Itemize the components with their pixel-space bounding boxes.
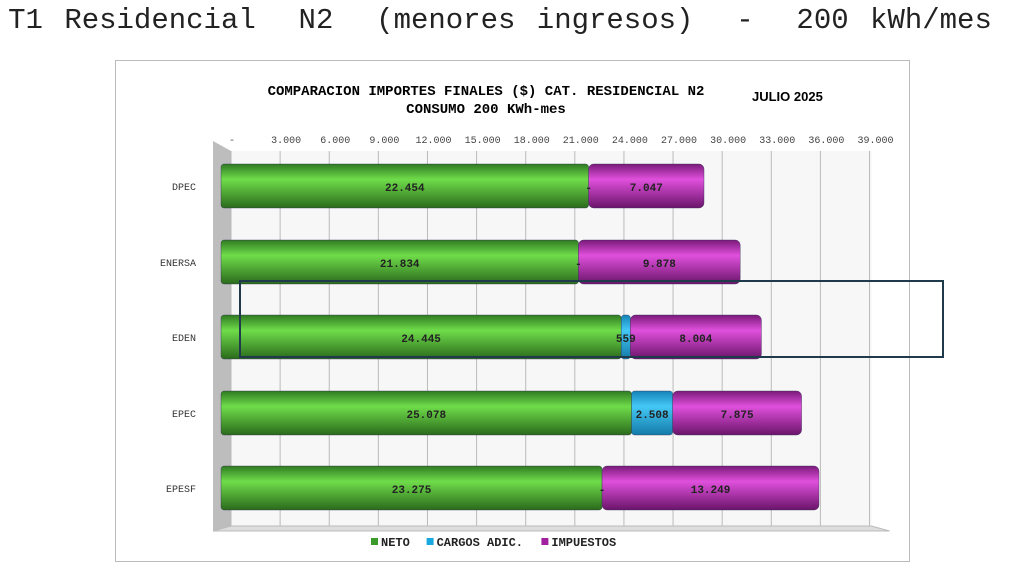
data-label: 2.508 [636,410,669,422]
legend-swatch [426,538,434,545]
data-label: - [585,183,592,195]
chart: - 3.000 6.000 9.000 12.000 15.000 18.000 21.000… [160,84,894,550]
data-label: 23.275 [392,485,432,497]
y-tick-label: DPEC [172,183,196,194]
x-tick-label: 24.000 [612,136,648,147]
data-label: 24.445 [401,334,441,346]
floor [212,525,890,532]
x-tick-label: 15.000 [465,136,501,147]
chart-subtitle: CONSUMO 200 KWh-mes [406,102,566,118]
data-label: 25.078 [406,410,446,422]
slide-title: T1 Residencial N2 (menores ingresos) - 2… [8,4,992,37]
data-label: 13.249 [691,485,731,497]
x-tick-label: 33.000 [759,136,795,147]
bar-impuestos-dpec [588,163,705,209]
data-label: 22.454 [385,183,425,195]
x-tick-label: 36.000 [808,136,844,147]
x-tick-label: 39.000 [858,136,894,147]
legend-label: CARGOS ADIC. [437,536,523,550]
legend-swatch [541,538,549,545]
x-tick-label: 6.000 [320,136,350,147]
y-tick-label: EPEC [172,410,196,421]
x-tick-label: 12.000 [415,136,451,147]
legend-swatch [371,538,378,545]
data-label: 7.047 [630,183,663,195]
chart-title-note: JULIO 2025 [752,89,823,104]
data-label: 9.878 [643,259,676,271]
bar-impuestos-epec [672,390,802,436]
x-tick-label: 18.000 [514,136,550,147]
chart-frame: - 3.000 6.000 9.000 12.000 15.000 18.000 21.000… [115,60,944,562]
data-label: 7.875 [721,410,754,422]
x-tick-label: 9.000 [369,136,399,147]
legend-label: IMPUESTOS [551,536,616,550]
x-tick-label: 21.000 [563,136,599,147]
bar-impuestos-enersa [578,239,741,285]
y-tick-label: EPESF [166,485,196,496]
x-tick-label: 3.000 [271,136,301,147]
y-tick-label: EDEN [172,334,196,345]
chart-title: COMPARACION IMPORTES FINALES ($) CAT. RE… [268,84,705,100]
bar-impuestos-eden [630,314,762,360]
data-label: - [599,485,606,497]
bar-impuestos-epesf [601,465,820,511]
legend-label: NETO [381,536,410,550]
y-tick-label: ENERSA [160,259,196,270]
data-label: - [575,259,582,271]
x-tick-label: - [229,136,235,147]
data-label: 8.004 [679,334,712,346]
highlight-box-enersa [239,280,944,358]
data-label: 559 [616,334,636,346]
x-tick-label: 27.000 [661,136,697,147]
x-tick-label: 30.000 [710,136,746,147]
data-label: 21.834 [380,259,420,271]
